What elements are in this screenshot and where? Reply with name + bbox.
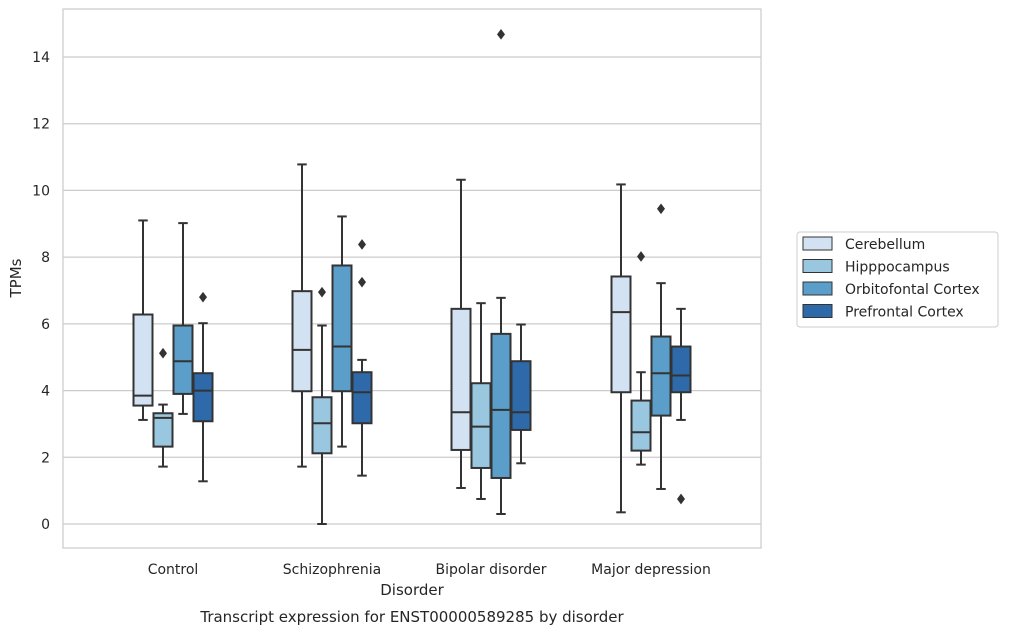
box-iqr: [311, 396, 333, 455]
box-2-1: [331, 215, 353, 448]
outlier-point: [318, 286, 326, 298]
box-2-2: [490, 28, 512, 515]
box-0-1: [291, 163, 313, 468]
y-tick-label: 10: [32, 183, 50, 199]
box-1-2: [470, 302, 492, 500]
box-iqr: [510, 360, 532, 431]
box-3-3: [670, 307, 692, 505]
box-iqr: [331, 264, 353, 393]
box-0-2: [450, 178, 472, 489]
chart-caption: Transcript expression for ENST0000058928…: [199, 608, 624, 626]
box-iqr: [630, 399, 652, 452]
outlier-point: [358, 239, 366, 250]
y-axis-ticks: 0 2 4 6 8 10 12 14: [32, 50, 50, 533]
y-tick-label: 12: [32, 117, 50, 133]
box-2-0: [172, 222, 194, 415]
box-0-0: [132, 219, 154, 421]
box-iqr: [172, 324, 194, 395]
box-0-3: [610, 183, 632, 514]
outlier-point: [497, 28, 505, 40]
box-iqr: [470, 382, 492, 469]
box-3-0: [192, 291, 214, 483]
x-tick-label: Schizophrenia: [283, 562, 381, 578]
box-iqr: [132, 313, 154, 407]
boxes: [132, 28, 692, 525]
box-iqr: [351, 371, 373, 425]
box-1-1: [311, 286, 333, 525]
legend: Cerebellum Hipppocampus Orbitofontal Corte…: [796, 231, 999, 328]
legend-swatch: [802, 259, 833, 273]
legend-swatch: [802, 236, 833, 251]
outlier-point: [159, 347, 167, 359]
box-iqr: [490, 332, 512, 479]
legend-label: Hipppocampus: [845, 260, 950, 276]
outlier-point: [637, 251, 645, 262]
outlier-point: [677, 493, 685, 505]
legend-label: Orbitofontal Cortex: [845, 282, 980, 298]
box-3-2: [510, 323, 532, 465]
x-axis-ticks: Control Schizophrenia Bipolar disorder Majo…: [148, 562, 711, 578]
box-iqr: [291, 290, 313, 393]
legend-swatch: [802, 304, 833, 318]
box-1-3: [630, 251, 652, 466]
legend-label: Cerebellum: [845, 237, 925, 253]
box-2-3: [650, 203, 672, 490]
box-1-0: [152, 347, 174, 468]
legend-swatch: [802, 281, 833, 296]
y-tick-label: 4: [41, 384, 50, 400]
box-iqr: [192, 372, 214, 423]
box-iqr: [152, 412, 174, 448]
x-tick-label: Bipolar disorder: [435, 562, 546, 578]
y-axis-label: TPMs: [7, 258, 25, 298]
outlier-point: [657, 203, 665, 215]
y-tick-label: 8: [41, 250, 50, 266]
box-iqr: [450, 307, 472, 451]
box-iqr: [650, 335, 672, 417]
box-iqr: [670, 345, 692, 394]
outlier-point: [199, 291, 207, 303]
x-tick-label: Control: [148, 562, 199, 578]
y-tick-label: 6: [41, 317, 50, 333]
x-axis-label: Disorder: [380, 581, 444, 599]
outlier-point: [358, 276, 366, 288]
x-tick-label: Major depression: [591, 562, 711, 578]
legend-frame: [796, 231, 999, 328]
grid-lines: [63, 56, 761, 525]
y-tick-label: 14: [32, 50, 50, 66]
box-iqr: [610, 275, 632, 394]
plot-area: [62, 8, 762, 549]
y-tick-label: 0: [41, 517, 50, 533]
y-tick-label: 2: [41, 450, 50, 466]
box-3-1: [351, 239, 373, 477]
legend-label: Prefrontal Cortex: [845, 305, 964, 321]
